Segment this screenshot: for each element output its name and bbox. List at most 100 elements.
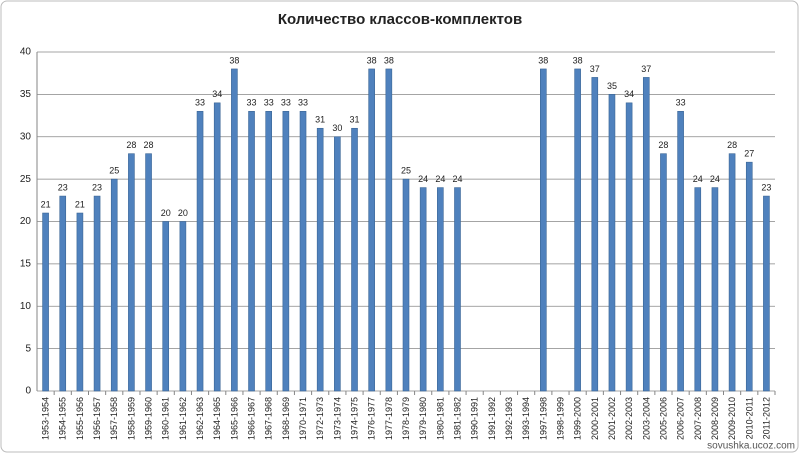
bar <box>282 111 290 392</box>
x-tick-label: 2002-2003 <box>624 397 634 440</box>
bar <box>454 187 461 392</box>
bar <box>196 111 204 392</box>
bar <box>299 111 307 392</box>
bar <box>642 77 650 392</box>
y-tick-label: 25 <box>20 174 32 185</box>
bar <box>162 221 170 392</box>
chart-title: Количество классов-комплектов <box>278 11 522 28</box>
x-tick-label: 1967-1968 <box>264 397 274 440</box>
data-label: 25 <box>401 166 411 176</box>
x-tick-label: 1997-1998 <box>538 397 548 440</box>
x-tick-label: 1991-1992 <box>487 397 497 440</box>
x-tick-label: 1953-1954 <box>41 397 51 440</box>
x-tick-label: 1968-1969 <box>281 397 291 440</box>
x-tick-label: 1966-1967 <box>247 397 257 440</box>
x-tick-label: 1992-1993 <box>504 397 514 440</box>
x-tick-label: 1959-1960 <box>144 397 154 440</box>
x-tick-label: 1958-1959 <box>126 397 136 440</box>
x-tick-label: 1962-1963 <box>195 397 205 440</box>
x-tick-label: 2008-2009 <box>710 397 720 440</box>
bar <box>591 77 599 392</box>
x-tick-label: 1955-1956 <box>75 397 85 440</box>
data-label: 33 <box>298 98 308 108</box>
data-label: 33 <box>247 98 257 108</box>
data-label: 21 <box>75 199 85 209</box>
y-tick-label: 20 <box>20 216 32 227</box>
data-label: 38 <box>367 55 377 65</box>
x-tick-label: 1990-1991 <box>470 397 480 440</box>
x-tick-label: 1999-2000 <box>573 397 583 440</box>
data-label: 27 <box>744 149 754 159</box>
bar <box>660 153 667 392</box>
data-label: 35 <box>607 81 617 91</box>
y-tick-label: 10 <box>20 301 32 312</box>
bar <box>110 178 118 392</box>
x-tick-label: 1977-1978 <box>384 397 394 440</box>
y-tick-label: 0 <box>25 386 31 397</box>
bar <box>437 187 444 392</box>
bar <box>625 102 633 392</box>
data-label: 28 <box>144 140 154 150</box>
bar <box>213 102 221 392</box>
bar <box>59 195 67 392</box>
data-label: 21 <box>41 199 51 209</box>
data-label: 24 <box>452 174 462 184</box>
bar <box>93 195 101 392</box>
data-label: 23 <box>761 182 771 192</box>
data-label: 28 <box>727 140 737 150</box>
y-tick-label: 30 <box>20 131 32 142</box>
y-tick-label: 5 <box>25 343 31 354</box>
bar <box>385 68 393 392</box>
data-label: 38 <box>229 55 239 65</box>
bar <box>42 212 49 392</box>
x-tick-label: 2011-2012 <box>761 397 771 439</box>
bar <box>728 153 736 392</box>
y-tick-label: 15 <box>20 259 32 270</box>
bar <box>76 212 84 392</box>
x-tick-label: 2001-2002 <box>607 397 617 440</box>
y-tick-label: 35 <box>20 89 32 100</box>
x-tick-label: 1974-1975 <box>350 397 360 440</box>
y-tick-label: 40 <box>20 47 32 58</box>
bar <box>419 187 427 392</box>
bar <box>334 136 341 392</box>
x-tick-label: 1961-1962 <box>178 397 188 440</box>
x-tick-label: 2007-2008 <box>693 397 703 440</box>
x-tick-label: 2006-2007 <box>676 397 686 440</box>
data-label: 30 <box>332 123 342 133</box>
data-label: 38 <box>573 55 583 65</box>
x-tick-label: 1965-1966 <box>229 397 239 440</box>
data-label: 25 <box>109 166 119 176</box>
x-tick-label: 1981-1982 <box>452 397 462 440</box>
x-tick-label: 2009-2010 <box>727 397 737 440</box>
data-label: 24 <box>418 174 428 184</box>
data-label: 37 <box>590 64 600 74</box>
bar <box>265 111 272 392</box>
x-tick-label: 2003-2004 <box>641 397 651 440</box>
bar <box>608 94 616 392</box>
x-tick-label: 1973-1974 <box>332 397 342 440</box>
data-label: 20 <box>161 208 171 218</box>
bar <box>574 68 581 392</box>
data-label: 33 <box>676 98 686 108</box>
x-tick-label: 1960-1961 <box>161 397 171 440</box>
bar <box>763 195 770 392</box>
data-label: 24 <box>693 174 703 184</box>
data-label: 28 <box>126 140 136 150</box>
data-label: 23 <box>92 182 102 192</box>
x-tick-label: 1972-1973 <box>315 397 325 440</box>
data-label: 38 <box>384 55 394 65</box>
x-tick-label: 1979-1980 <box>418 397 428 440</box>
data-label: 33 <box>264 98 274 108</box>
bar <box>745 161 753 392</box>
data-label: 28 <box>658 140 668 150</box>
bar <box>368 68 375 392</box>
data-label: 34 <box>624 89 634 99</box>
data-label: 34 <box>212 89 222 99</box>
x-tick-label: 1970-1971 <box>298 397 308 440</box>
data-label: 37 <box>641 64 651 74</box>
data-label: 20 <box>178 208 188 218</box>
bar <box>231 68 238 392</box>
